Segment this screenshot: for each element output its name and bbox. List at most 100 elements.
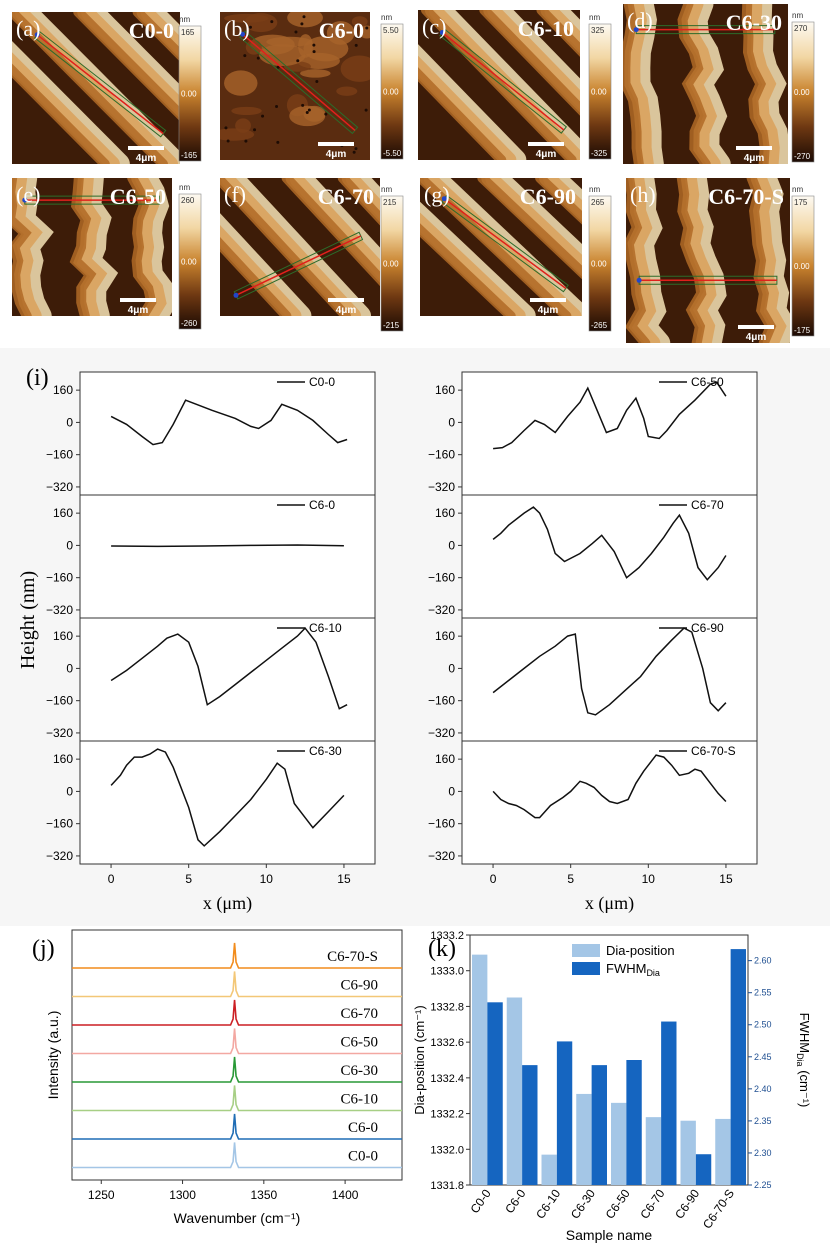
afm-panel-c0-0: (a) C0-0 4μm nm 165 0.00 -165 bbox=[12, 12, 202, 164]
raman-label: C6-0 bbox=[348, 1120, 378, 1136]
y-tick-label: 0 bbox=[66, 415, 73, 429]
raman-line-c6-70 bbox=[72, 999, 402, 1026]
afm-panel-letter: (f) bbox=[224, 182, 246, 207]
y2-tick-label: 2.35 bbox=[754, 1116, 772, 1126]
y-tick-label: 0 bbox=[66, 661, 73, 675]
y-tick-label: 160 bbox=[53, 752, 73, 766]
afm-panel-letter: (b) bbox=[224, 16, 250, 41]
height-profiles-panel: (i) 160 0 −160 −320 160 0 −160 −320 160 0 −160 −320 1… bbox=[0, 348, 830, 926]
scan-line bbox=[233, 231, 364, 300]
y-tick-label: −160 bbox=[428, 571, 455, 585]
y2-tick-label: 2.25 bbox=[754, 1180, 772, 1190]
bar-dia-position bbox=[541, 1154, 557, 1185]
y-tick-label: −160 bbox=[46, 817, 73, 831]
raman-label: C6-70 bbox=[341, 1006, 379, 1022]
y2-tick-label: 2.50 bbox=[754, 1020, 772, 1030]
raman-line-c6-0 bbox=[72, 1113, 402, 1140]
raman-axes-frame bbox=[71, 929, 403, 1181]
colorbar-min: -270 bbox=[794, 152, 811, 161]
category-label: C6-0 bbox=[502, 1186, 529, 1216]
y-tick-label: 160 bbox=[435, 506, 455, 520]
colorbar-gradient bbox=[380, 195, 404, 332]
colorbar-gradient bbox=[588, 195, 612, 332]
scale-bar bbox=[318, 142, 354, 146]
bar-dia-position bbox=[680, 1120, 696, 1185]
y-axis-label: Height (nm) bbox=[17, 571, 39, 669]
bar-fwhm bbox=[695, 1154, 712, 1185]
colorbar-max: 5.50 bbox=[383, 26, 399, 35]
y-tick-label: 0 bbox=[448, 661, 455, 675]
bar-fwhm bbox=[487, 1002, 503, 1185]
y-tick-label: 160 bbox=[435, 752, 455, 766]
profiles-axes-col-1: 160 0 −160 −320 160 0 −160 −320 160 0 −160 −320 160 0… bbox=[428, 371, 758, 914]
colorbar-min: -215 bbox=[383, 321, 400, 330]
category-label: C0-0 bbox=[467, 1186, 494, 1216]
afm-panel-letter: (c) bbox=[422, 14, 446, 39]
y2-tick-label: 2.60 bbox=[754, 956, 772, 966]
afm-panel-c6-70-s: (h) C6-70-S 4μm nm 175 0.00 -175 bbox=[626, 178, 815, 343]
x-tick-label: 5 bbox=[185, 872, 192, 886]
y-tick-label: 0 bbox=[66, 538, 73, 552]
y-tick-label: −320 bbox=[46, 849, 73, 863]
colorbar-mid: 0.00 bbox=[794, 262, 810, 271]
y2-axis-label: FWHMDia (cm⁻¹) bbox=[795, 1013, 812, 1108]
y-tick-label: −320 bbox=[428, 849, 455, 863]
colorbar-mid: 0.00 bbox=[794, 88, 810, 97]
colorbar-unit: nm bbox=[179, 15, 190, 24]
diamond-bar-chart-panel: (k) 1331.8 1332.0 1332.2 1332.4 1332.6 1332.8 1… bbox=[412, 930, 812, 1243]
raman-spectra-panel: (j) 1250 1300 1350 1400 Wavenumber (cm⁻¹) Inte… bbox=[32, 929, 403, 1226]
afm-sample-label: C6-50 bbox=[110, 184, 166, 209]
y-tick-label: −160 bbox=[428, 817, 455, 831]
scan-line bbox=[633, 25, 776, 35]
x-tick-label: 0 bbox=[490, 872, 497, 886]
colorbar-max: 215 bbox=[383, 198, 397, 207]
colorbar-unit: nm bbox=[792, 11, 803, 20]
colorbar-max: 325 bbox=[591, 26, 605, 35]
profile-line-c6-0 bbox=[111, 544, 344, 548]
afm-panel-c6-90: (g) C6-90 4μm nm 265 0.00 -265 bbox=[420, 178, 612, 332]
afm-image bbox=[220, 178, 380, 316]
x-tick-label: 10 bbox=[642, 872, 656, 886]
x-tick-label: 5 bbox=[567, 872, 574, 886]
y-tick-label: 0 bbox=[66, 784, 73, 798]
category-label: C6-70-S bbox=[700, 1187, 737, 1232]
colorbar: nm 165 0.00 -165 bbox=[178, 15, 202, 162]
profile-line-c6-50 bbox=[493, 381, 727, 450]
scale-bar-label: 4μm bbox=[746, 332, 767, 343]
scale-bar bbox=[736, 146, 772, 150]
scale-bar bbox=[328, 298, 364, 302]
afm-sample-label: C6-0 bbox=[319, 18, 364, 43]
y-tick-label: 1332.8 bbox=[430, 1001, 464, 1013]
scale-bar-label: 4μm bbox=[336, 305, 357, 316]
category-label: C6-50 bbox=[603, 1186, 633, 1221]
afm-image bbox=[12, 178, 172, 316]
bar-fwhm bbox=[556, 1041, 573, 1185]
profile-line-c6-70 bbox=[492, 506, 727, 581]
legend-label: FWHMDia bbox=[606, 961, 660, 978]
colorbar-unit: nm bbox=[381, 185, 392, 194]
bar-dia-position bbox=[715, 1118, 731, 1185]
x-tick-label: 0 bbox=[108, 872, 115, 886]
colorbar-unit: nm bbox=[792, 185, 803, 194]
afm-panel-letter: (a) bbox=[16, 16, 40, 41]
afm-panel-c6-10: (c) C6-10 4μm nm 325 0.00 -325 bbox=[418, 10, 612, 160]
x-axis-label: x (μm) bbox=[203, 893, 252, 914]
colorbar: nm 270 0.00 -270 bbox=[791, 11, 815, 163]
afm-panels: (a) C0-0 4μm nm 165 0.00 -165 (b) C6-0 4μm nm 5.50 0… bbox=[12, 4, 815, 343]
colorbar-mid: 0.00 bbox=[181, 258, 197, 267]
colorbar: nm 260 0.00 -260 bbox=[178, 183, 202, 330]
profile-line-c6-90 bbox=[492, 627, 727, 716]
x-axis-label: Sample name bbox=[566, 1227, 653, 1243]
colorbar-max: 265 bbox=[591, 198, 605, 207]
raman-label: C6-30 bbox=[341, 1063, 379, 1079]
y-tick-label: −320 bbox=[46, 726, 73, 740]
scan-line bbox=[636, 275, 778, 285]
bar-dia-position bbox=[645, 1117, 662, 1185]
y-tick-label: 1333.2 bbox=[430, 930, 464, 942]
panel-letter-i: (i) bbox=[26, 365, 49, 391]
x-tick-label: 1350 bbox=[250, 1188, 277, 1202]
colorbar-gradient bbox=[791, 195, 815, 337]
colorbar-mid: 0.00 bbox=[181, 90, 197, 99]
x-axis-label: x (μm) bbox=[585, 893, 634, 914]
